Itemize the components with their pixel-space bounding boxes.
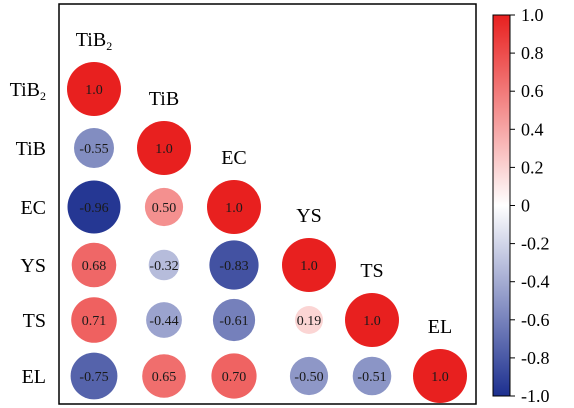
column-label-el: EL (428, 316, 452, 338)
colorbar-ticks: 1.0 0.8 0.6 0.4 0.2 0 -0.2 -0.4 -0.6 -0.8 -1.0 (510, 5, 550, 406)
correlation-circle (352, 356, 392, 396)
correlation-circle (137, 121, 191, 175)
cell-el-el: 1.0 (413, 349, 467, 403)
cell-ys-tib2: 0.68 (71, 242, 117, 288)
colorbar-gradient (492, 14, 511, 397)
cell-ec-tib2: -0.96 (67, 180, 121, 234)
correlation-value-label: -0.32 (149, 259, 178, 274)
colorbar-tick-label: 1.0 (521, 5, 544, 25)
cell-ts-tib: -0.44 (146, 302, 182, 338)
correlation-circle (295, 306, 323, 334)
correlation-value-label: 1.0 (431, 370, 449, 385)
correlation-circle (345, 293, 399, 347)
cell-el-ys: -0.50 (289, 356, 329, 396)
row-label-tib2: TiB2 (10, 79, 46, 103)
cell-el-tib2: -0.75 (70, 352, 118, 400)
colorbar-tick-label: -1.0 (521, 386, 550, 406)
correlation-circle (146, 302, 182, 338)
column-label-ts: TS (360, 260, 383, 282)
correlation-circle (282, 238, 336, 292)
colorbar: 1.0 0.8 0.6 0.4 0.2 0 -0.2 -0.4 -0.6 -0.8 -1.0 (492, 5, 550, 406)
colorbar-tick-label: 0.4 (521, 119, 544, 139)
colorbar-tick-label: 0.8 (521, 43, 544, 63)
correlation-circle (142, 354, 186, 398)
colorbar-tick-label: 0.6 (521, 81, 544, 101)
cell-ts-ys: 0.19 (295, 306, 323, 334)
colorbar-tick-label: 0 (521, 196, 530, 216)
correlation-value-label: 1.0 (300, 259, 318, 274)
colorbar-tick-label: -0.6 (521, 310, 550, 330)
correlation-value-label: 1.0 (85, 83, 103, 98)
cell-tib2-tib2: 1.0 (67, 62, 121, 116)
correlation-value-label: -0.50 (294, 370, 323, 385)
row-label-ec: EC (20, 197, 46, 219)
correlation-circle (71, 297, 117, 343)
correlation-circle (207, 180, 261, 234)
correlation-value-label: 0.71 (82, 314, 107, 329)
correlation-circle (413, 349, 467, 403)
correlation-value-label: 1.0 (363, 314, 381, 329)
plot-frame (58, 3, 477, 405)
column-label-ec: EC (221, 147, 247, 169)
row-label-ys: YS (20, 255, 46, 277)
column-label-ys: YS (296, 205, 322, 227)
cell-ys-ys: 1.0 (282, 238, 336, 292)
correlation-circle (70, 352, 118, 400)
colorbar-tick-label: 0.2 (521, 157, 544, 177)
cell-ts-ts: 1.0 (345, 293, 399, 347)
cell-tib-tib: 1.0 (137, 121, 191, 175)
column-label-tib2: TiB2 (76, 29, 112, 53)
cell-ec-ec: 1.0 (207, 180, 261, 234)
correlation-value-label: -0.61 (219, 314, 248, 329)
cell-ts-ec: -0.61 (212, 298, 256, 342)
correlation-value-label: 1.0 (225, 201, 243, 216)
correlation-value-label: 0.65 (152, 370, 177, 385)
correlation-circle (67, 62, 121, 116)
correlation-value-label: -0.44 (149, 314, 178, 329)
correlation-value-label: 0.70 (222, 370, 247, 385)
correlation-value-label: -0.51 (357, 370, 386, 385)
column-labels: TiB2 TiB EC YS TS EL (76, 29, 452, 338)
correlation-value-label: 1.0 (155, 142, 173, 157)
row-label-el: EL (22, 366, 46, 388)
correlation-circle (144, 187, 184, 227)
row-label-ts: TS (23, 310, 46, 332)
correlation-value-label: 0.19 (297, 314, 322, 329)
correlation-circle (71, 242, 117, 288)
cell-tib-tib2: -0.55 (74, 128, 114, 168)
correlation-circle (209, 240, 259, 290)
correlation-circle (148, 249, 180, 281)
row-label-tib: TiB (16, 138, 46, 160)
colorbar-tick-label: -0.8 (521, 348, 550, 368)
correlation-circle (67, 180, 121, 234)
cell-el-ec: 0.70 (211, 353, 257, 399)
correlation-value-label: -0.96 (79, 201, 108, 216)
correlation-value-label: -0.55 (79, 142, 108, 157)
column-label-tib: TiB (149, 88, 179, 110)
correlation-value-label: -0.75 (79, 370, 108, 385)
correlation-circle (211, 353, 257, 399)
cell-ys-tib: -0.32 (148, 249, 180, 281)
colorbar-tick-label: -0.2 (521, 234, 550, 254)
row-labels: TiB2 TiB EC YS TS EL (10, 79, 46, 388)
correlation-circle (74, 128, 114, 168)
correlation-value-label: -0.83 (219, 259, 248, 274)
cell-ys-ec: -0.83 (209, 240, 259, 290)
cell-el-tib: 0.65 (142, 354, 186, 398)
correlation-value-label: 0.68 (82, 259, 107, 274)
colorbar-tick-label: -0.4 (521, 272, 550, 292)
cell-ec-tib: 0.50 (144, 187, 184, 227)
correlation-circle (212, 298, 256, 342)
correlation-value-label: 0.50 (152, 201, 177, 216)
correlation-cells: 1.0 -0.55 1.0 -0.96 0.50 1.0 0.68 -0.32 -0.83 1.0… (67, 62, 467, 403)
correlation-circle (289, 356, 329, 396)
cell-el-ts: -0.51 (352, 356, 392, 396)
cell-ts-tib2: 0.71 (71, 297, 117, 343)
